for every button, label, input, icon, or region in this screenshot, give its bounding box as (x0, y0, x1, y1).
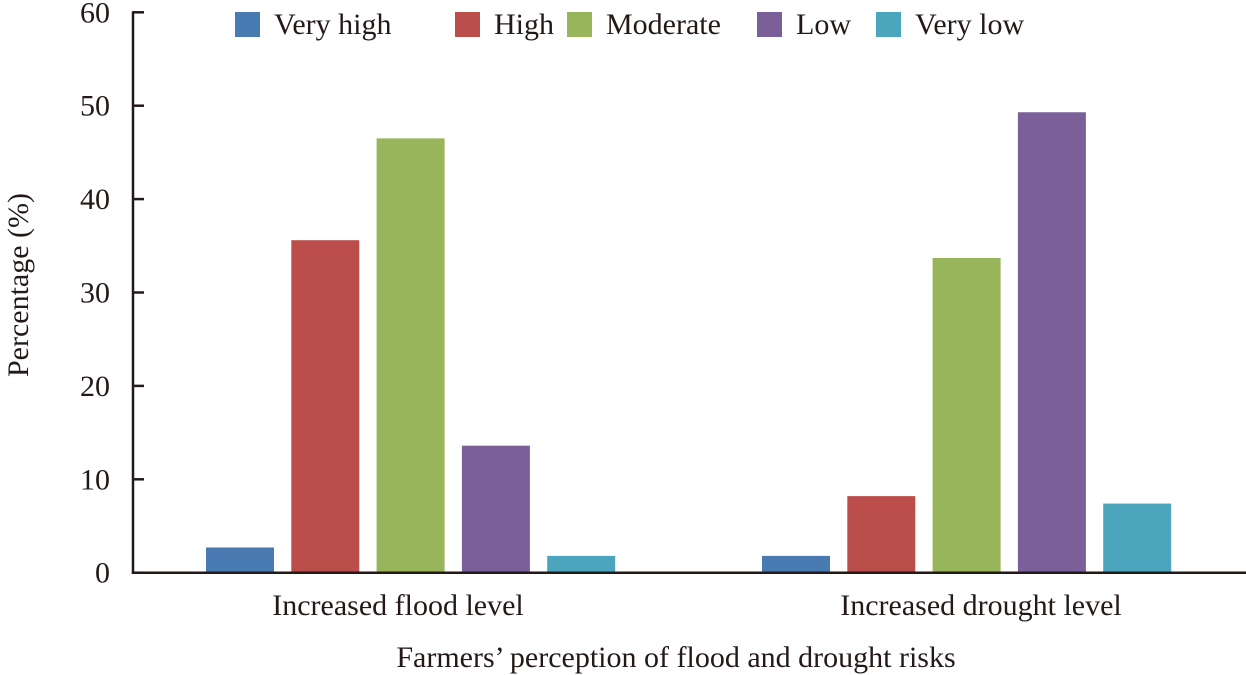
legend-swatch (876, 12, 901, 37)
category-labels: Increased flood level Increased drought l… (272, 589, 1122, 622)
bar-high-drought (847, 496, 916, 573)
x-tick-label: Increased flood level (272, 589, 524, 622)
legend-item: Moderate (567, 8, 721, 41)
bar-low-drought (1017, 112, 1086, 573)
legend-label: High (494, 8, 554, 41)
bar-low-flood (461, 445, 530, 573)
legend-swatch (757, 12, 782, 37)
y-tick-label: 40 (80, 183, 110, 216)
y-tick-label: 50 (80, 90, 110, 123)
legend-label: Very low (915, 8, 1024, 41)
legend-item: Low (757, 8, 851, 41)
y-axis: 0 10 20 30 40 50 60 (80, 0, 144, 590)
bar-very-high-drought (762, 555, 830, 573)
x-axis-title: Farmers’ perception of flood and drought… (396, 641, 955, 674)
y-axis-title: Percentage (%) (2, 193, 35, 377)
legend-swatch (235, 12, 260, 37)
legend-swatch (455, 12, 480, 37)
y-tick-label: 60 (80, 0, 110, 29)
y-tick-label: 20 (80, 370, 110, 403)
bar-very-low-flood (547, 555, 616, 573)
y-tick-label: 0 (95, 557, 110, 590)
bar-moderate-drought (932, 257, 1001, 573)
legend: Very high High Moderate Low Very low (235, 8, 1024, 41)
legend-item: High (455, 8, 554, 41)
legend-label: Very high (274, 8, 391, 41)
bar-high-flood (291, 240, 360, 573)
bars (206, 112, 1172, 573)
y-tick-label: 10 (80, 463, 110, 496)
bar-very-low-drought (1103, 503, 1172, 573)
legend-item: Very high (235, 8, 391, 41)
legend-item: Very low (876, 8, 1024, 41)
bar-moderate-flood (376, 138, 445, 573)
legend-label: Low (796, 8, 851, 41)
x-tick-label: Increased drought level (840, 589, 1122, 622)
legend-swatch (567, 12, 592, 37)
bar-very-high-flood (206, 547, 274, 573)
y-tick-label: 30 (80, 277, 110, 310)
legend-label: Moderate (606, 8, 721, 41)
